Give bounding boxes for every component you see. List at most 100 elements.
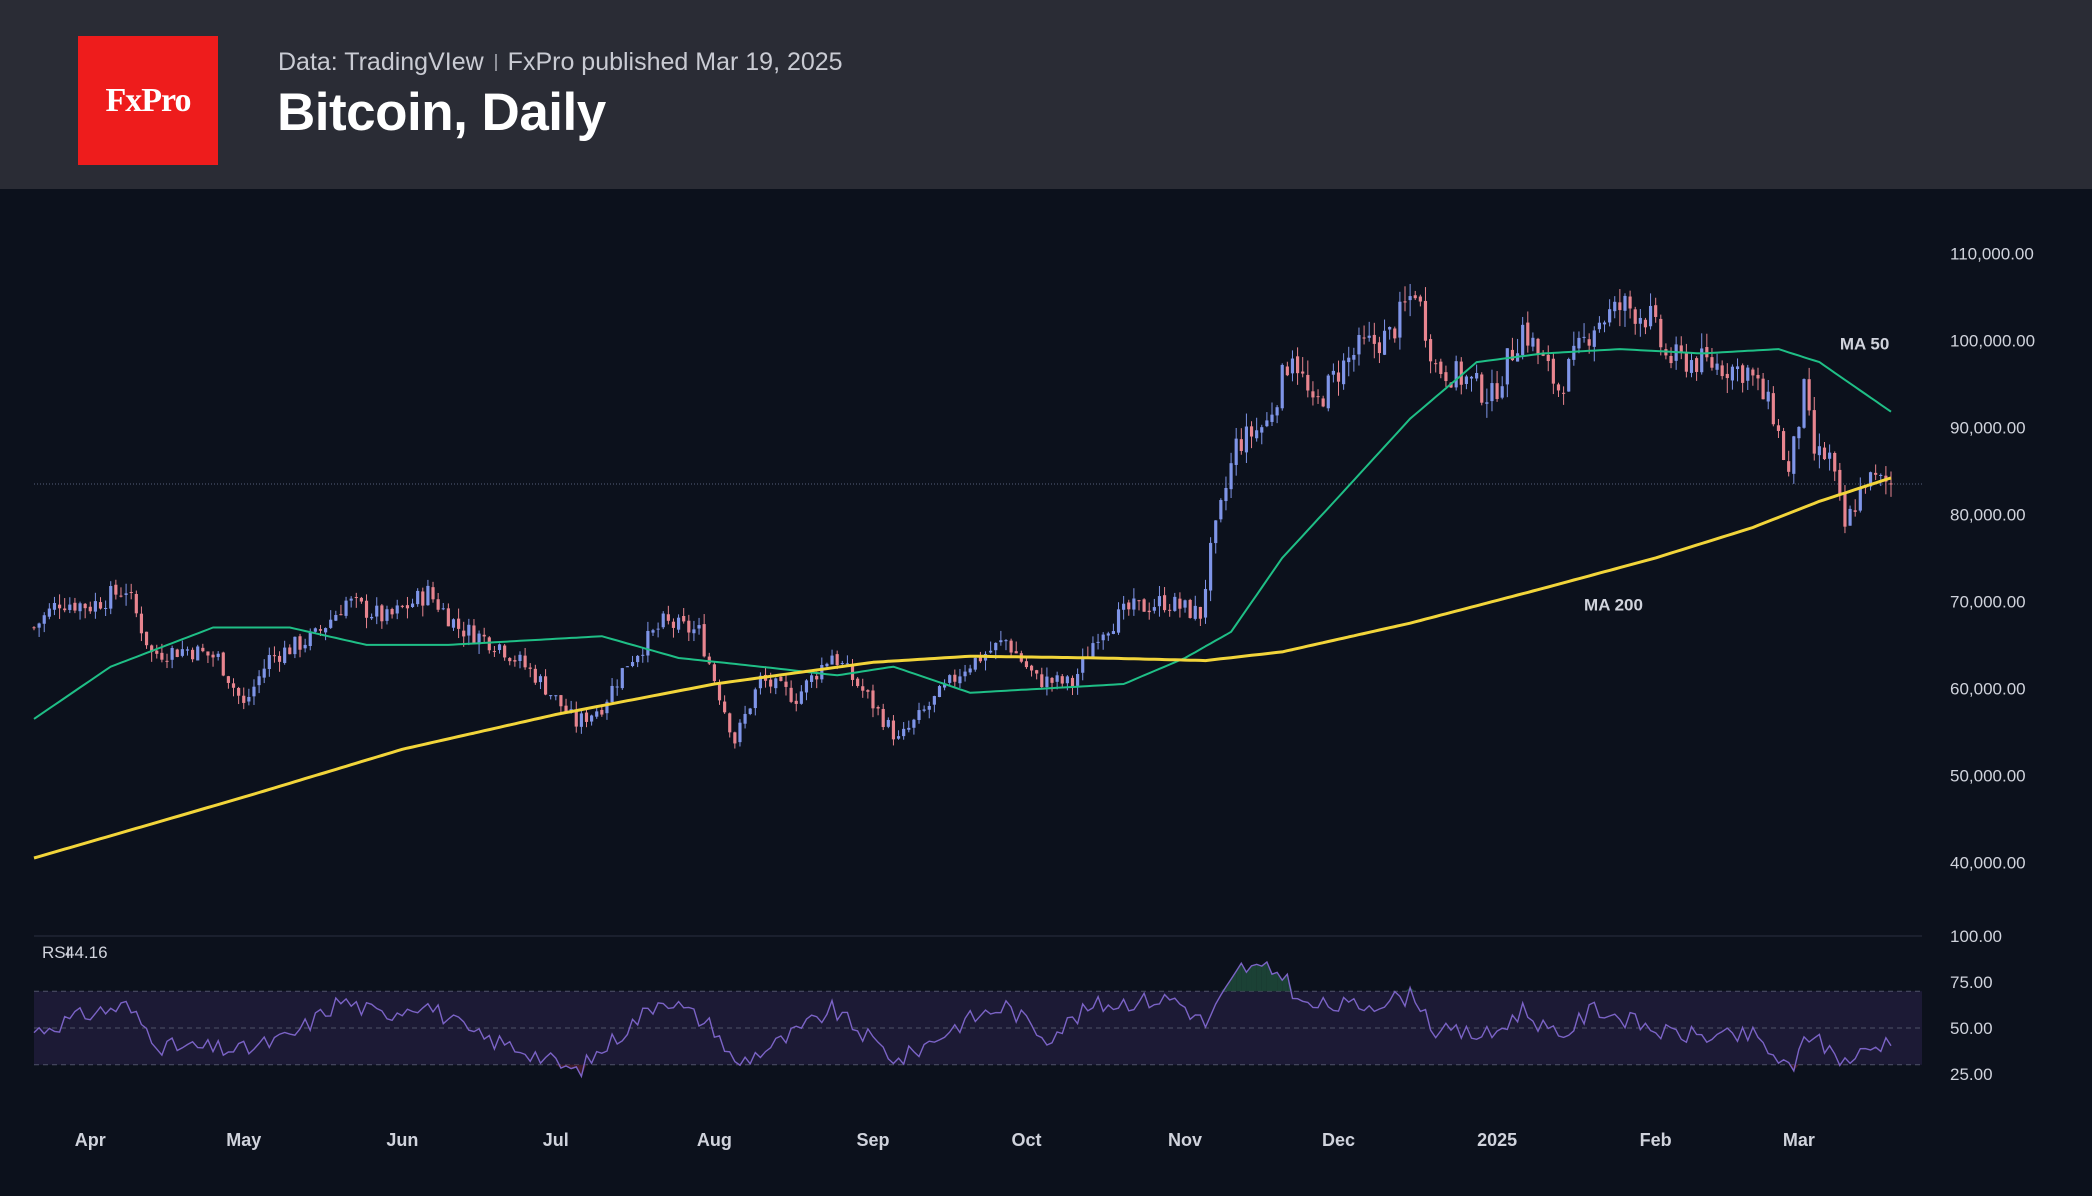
candle-body <box>467 624 471 636</box>
candle-body <box>339 614 343 616</box>
candle <box>641 647 645 663</box>
candle <box>1367 321 1371 342</box>
candle <box>1331 363 1335 383</box>
candle <box>1285 361 1289 377</box>
candle-body <box>1695 358 1699 372</box>
candle-body <box>1111 631 1115 634</box>
candle <box>1326 373 1330 412</box>
candle <box>405 596 410 619</box>
candle-body <box>1070 677 1075 687</box>
rsi-overbought-fill <box>1231 971 1237 992</box>
candle <box>441 602 445 611</box>
candle <box>891 715 896 746</box>
candle-body <box>252 686 256 697</box>
candle <box>472 619 476 645</box>
candle <box>1004 639 1008 651</box>
candle <box>487 636 491 654</box>
candle-body <box>1275 407 1279 416</box>
candle-body <box>1521 324 1525 356</box>
candle-body <box>1244 426 1249 453</box>
candle-body <box>288 647 292 655</box>
candle-body <box>815 675 819 680</box>
candle <box>293 636 297 659</box>
candle <box>610 678 614 703</box>
candle <box>1009 638 1013 656</box>
candle-body <box>820 664 824 680</box>
candle <box>349 596 353 608</box>
candle-body <box>1352 355 1356 360</box>
candle <box>1751 367 1755 386</box>
candle-body <box>477 633 481 645</box>
candle-body <box>1485 402 1489 404</box>
candle-body <box>221 652 225 676</box>
x-axis-label: 2025 <box>1477 1130 1517 1150</box>
candle <box>1147 602 1151 620</box>
candle-body <box>1838 469 1842 495</box>
candle-body <box>1654 305 1658 317</box>
candle <box>1255 417 1259 442</box>
candle-body <box>1132 598 1136 610</box>
candle <box>810 673 814 688</box>
candle-body <box>1725 373 1729 379</box>
candle-body <box>554 695 558 697</box>
candle <box>380 603 384 629</box>
meta-separator <box>494 54 497 71</box>
candle <box>257 670 261 694</box>
candle <box>692 620 696 642</box>
candle-body <box>1116 609 1121 633</box>
candle <box>625 666 630 668</box>
candle-body <box>1633 309 1637 324</box>
candle <box>1802 378 1806 429</box>
candle-body <box>896 736 901 739</box>
candle-body <box>1239 439 1243 451</box>
candle <box>93 592 97 619</box>
candle-body <box>1137 600 1141 602</box>
candle <box>1157 586 1162 617</box>
candle-body <box>1531 337 1535 347</box>
candle-body <box>508 658 512 662</box>
candle <box>1858 477 1862 513</box>
candle-body <box>579 713 583 727</box>
candle-body <box>1183 600 1187 608</box>
candle <box>799 685 803 705</box>
candle-body <box>1613 301 1617 312</box>
candle <box>989 641 993 654</box>
candle-body <box>180 649 184 656</box>
x-axis-label: Oct <box>1011 1130 1041 1150</box>
rsi-oversold-fill <box>1839 1064 1845 1066</box>
candle <box>1638 308 1642 337</box>
candle <box>503 644 507 661</box>
candle <box>1741 363 1745 393</box>
candle <box>191 647 195 663</box>
candle <box>88 601 92 614</box>
candle-body <box>1572 345 1576 360</box>
candle-body <box>1771 393 1775 425</box>
candle-body <box>1260 427 1264 433</box>
candle <box>462 621 466 647</box>
candle-body <box>1464 376 1468 384</box>
x-axis-label: Apr <box>75 1130 106 1150</box>
candle-body <box>559 695 563 707</box>
candle-body <box>1014 651 1018 654</box>
candle-body <box>1178 598 1182 609</box>
candle <box>1807 367 1811 416</box>
candle <box>1654 297 1658 323</box>
candle-body <box>830 655 834 665</box>
candle <box>953 669 957 687</box>
candle-body <box>1730 366 1734 381</box>
candle <box>1050 676 1054 692</box>
candle-body <box>1367 335 1371 338</box>
candle <box>104 600 108 616</box>
x-axis-label: Aug <box>697 1130 732 1150</box>
candle <box>1689 352 1694 378</box>
candle <box>1070 675 1075 696</box>
candle <box>1045 667 1049 696</box>
candle-body <box>277 655 282 662</box>
candle <box>671 618 676 638</box>
candle-body <box>1209 542 1213 591</box>
candle <box>528 663 532 678</box>
candle <box>221 651 225 677</box>
candle <box>52 596 57 616</box>
candle-body <box>1638 317 1642 324</box>
candle <box>1833 451 1837 482</box>
